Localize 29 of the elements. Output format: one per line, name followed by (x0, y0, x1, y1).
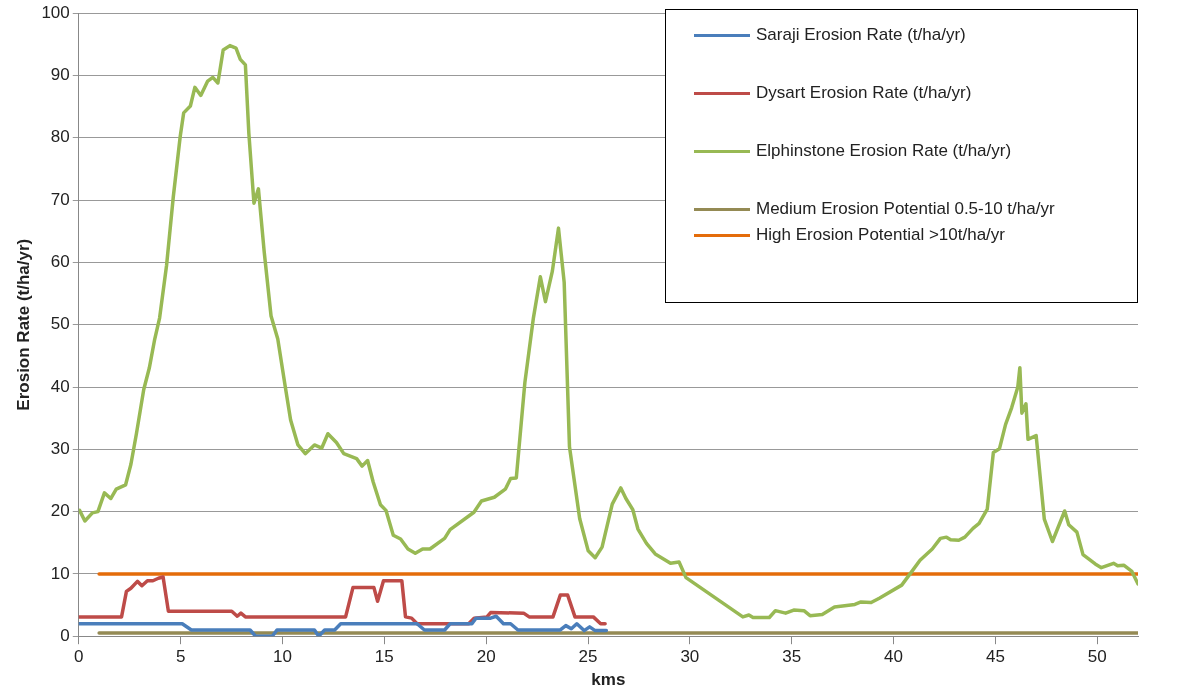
x-axis-title: kms (591, 670, 626, 690)
y-tick-label: 50 (50, 314, 70, 334)
legend-label: High Erosion Potential >10t/ha/yr (756, 224, 1006, 247)
y-tick-label: 10 (50, 563, 70, 583)
y-tick-label: 80 (50, 127, 70, 147)
x-tick-label: 35 (782, 647, 802, 667)
x-tick-label: 5 (175, 647, 186, 667)
x-tick-label: 0 (74, 647, 84, 667)
legend-label: Medium Erosion Potential 0.5-10 t/ha/yr (756, 198, 1055, 221)
y-tick-label: 90 (50, 65, 70, 85)
x-tick-label: 15 (374, 647, 394, 667)
y-tick-label: 100 (41, 2, 70, 22)
y-tick-label: 40 (50, 376, 70, 396)
legend-label: Dysart Erosion Rate (t/ha/yr) (756, 82, 972, 105)
y-tick-label: 30 (50, 438, 70, 458)
x-tick-label: 10 (273, 647, 292, 667)
x-tick-label: 40 (884, 647, 904, 667)
x-tick-label: 30 (680, 647, 700, 667)
y-tick-label: 70 (50, 189, 70, 209)
x-tick-label: 25 (578, 647, 598, 667)
y-tick-label: 60 (50, 252, 70, 272)
x-tick-label: 50 (1087, 647, 1107, 667)
x-tick-label: 45 (985, 647, 1005, 667)
y-tick-label: 20 (50, 501, 70, 521)
y-tick-label: 0 (60, 625, 70, 645)
legend-label: Elphinstone Erosion Rate (t/ha/yr) (756, 140, 1012, 163)
y-axis-title: Erosion Rate (t/ha/yr) (13, 238, 33, 411)
legend-label: Saraji Erosion Rate (t/ha/yr) (756, 24, 966, 47)
x-tick-label: 20 (476, 647, 496, 667)
